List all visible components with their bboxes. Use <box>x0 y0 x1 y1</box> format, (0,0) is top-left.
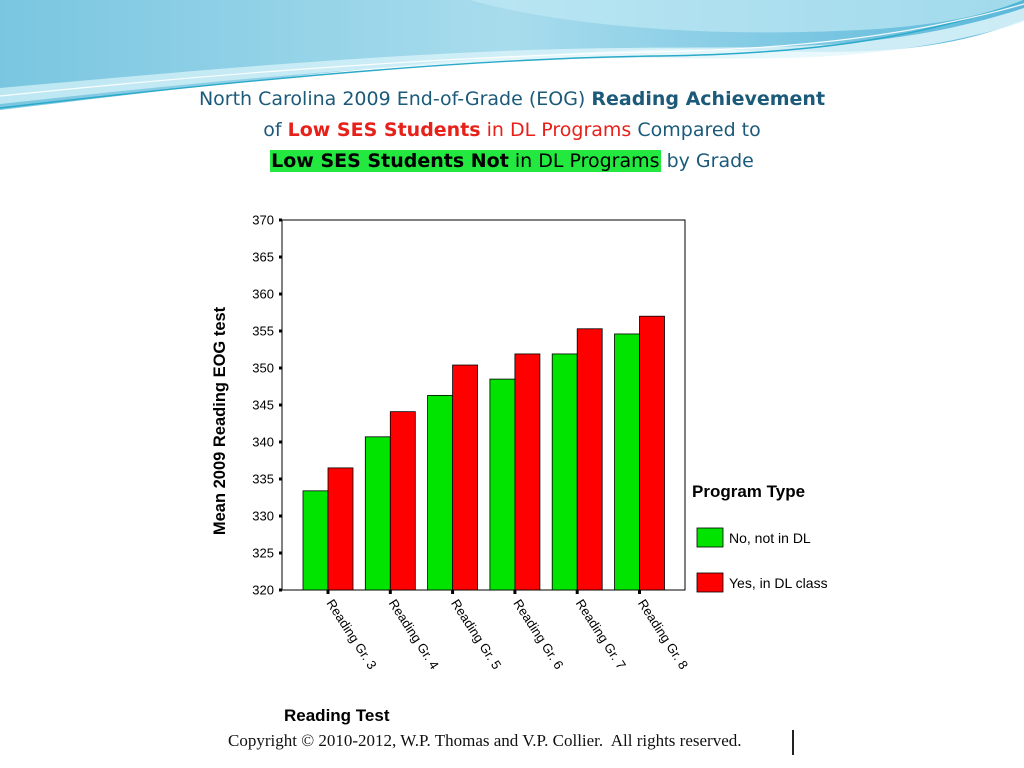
y-tick-label: 350 <box>252 361 274 376</box>
x-tick-mark <box>388 590 392 594</box>
y-tick-mark <box>279 403 282 407</box>
bar-in-dl <box>514 353 541 591</box>
y-tick-label: 355 <box>252 324 274 339</box>
y-tick-label: 340 <box>252 435 274 450</box>
y-tick-mark <box>279 477 282 481</box>
y-axis-label: Mean 2009 Reading EOG test <box>211 306 229 535</box>
decorative-waves <box>0 0 1024 110</box>
text-cursor <box>792 730 794 755</box>
y-tick-label: 335 <box>252 472 274 487</box>
y-tick-mark <box>279 551 282 555</box>
y-tick-mark <box>279 255 282 259</box>
x-axis-label: Reading Test <box>284 706 390 725</box>
legend-title: Program Type <box>692 482 805 501</box>
bar-in-dl <box>639 315 665 591</box>
legend-swatch <box>696 527 724 548</box>
bar-in-dl <box>452 364 479 591</box>
bar-not-in-dl <box>364 436 391 591</box>
x-tick-mark <box>326 590 330 594</box>
y-tick-label: 325 <box>252 546 274 561</box>
y-tick-label: 370 <box>252 213 274 228</box>
x-tick-label: Reading Gr. 3 <box>323 596 379 671</box>
chart-panel: 320 325 330 335 340 345 350 355 360 365 370 Mean 20… <box>167 176 857 728</box>
title-line-3: Low SES Students Not in DL Programs by G… <box>270 150 754 172</box>
y-tick-label: 345 <box>252 398 274 413</box>
x-tick-mark <box>575 590 579 594</box>
x-tick-mark <box>451 590 455 594</box>
y-tick-label: 320 <box>252 583 274 598</box>
copyright-notice: Copyright © 2010-2012, W.P. Thomas and V… <box>228 731 742 750</box>
x-tick-label: Reading Gr. 8 <box>635 596 691 671</box>
y-tick-label: 330 <box>252 509 274 524</box>
x-tick-label: Reading Gr. 4 <box>386 596 442 671</box>
x-tick-label: Reading Gr. 5 <box>448 596 504 671</box>
bar-chart: 320 325 330 335 340 345 350 355 360 365 370 Mean 20… <box>211 213 828 726</box>
x-tick-label: Reading Gr. 6 <box>510 596 566 671</box>
y-tick-mark <box>279 292 282 296</box>
bar-not-in-dl <box>551 353 578 591</box>
bar-not-in-dl <box>614 333 640 591</box>
bar-not-in-dl <box>427 394 454 591</box>
x-tick-mark <box>513 590 517 594</box>
title-line-2: of Low SES Students in DL Programs Compa… <box>263 119 761 141</box>
y-tick-mark <box>279 218 282 222</box>
y-tick-label: 365 <box>252 250 274 265</box>
title-line-1: North Carolina 2009 End-of-Grade (EOG) R… <box>198 88 826 110</box>
legend-label: Yes, in DL class <box>729 575 828 591</box>
bar-in-dl <box>389 411 416 591</box>
x-tick-mark <box>638 590 641 594</box>
legend-label: No, not in DL <box>729 530 811 546</box>
bar-in-dl <box>327 467 354 591</box>
legend-swatch <box>696 572 724 593</box>
y-tick-mark <box>279 366 282 370</box>
bar-not-in-dl <box>302 490 329 591</box>
y-tick-mark <box>279 514 282 518</box>
y-tick-label: 360 <box>252 287 274 302</box>
y-tick-mark <box>279 588 282 592</box>
bar-in-dl <box>576 328 603 591</box>
slide-title: North Carolina 2009 End-of-Grade (EOG) R… <box>0 84 1024 177</box>
x-tick-label: Reading Gr. 7 <box>573 596 629 671</box>
bar-not-in-dl <box>489 378 516 591</box>
y-tick-mark <box>279 440 282 444</box>
y-tick-mark <box>279 329 282 333</box>
